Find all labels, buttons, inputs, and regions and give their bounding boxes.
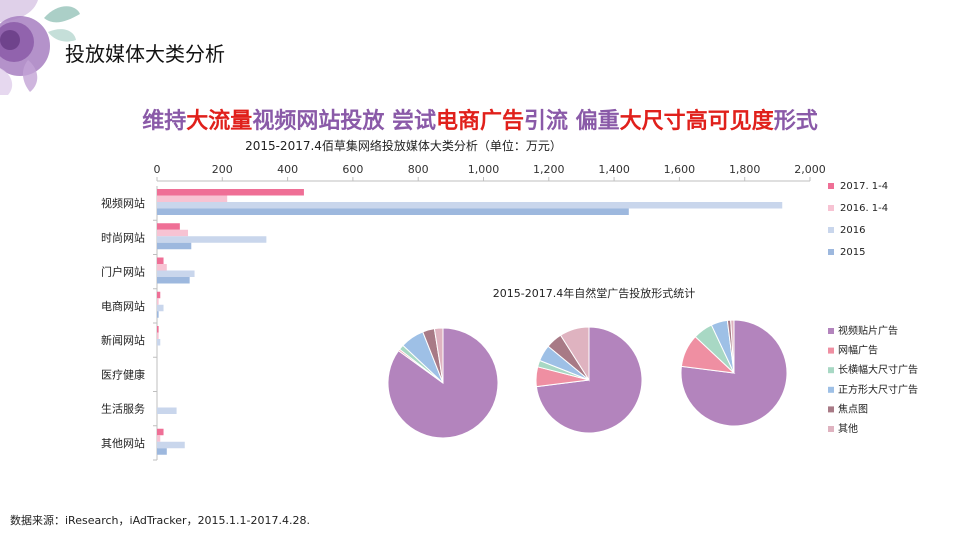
bar <box>157 195 228 202</box>
bar <box>157 298 159 305</box>
headline-segment: 高可见度 <box>685 109 774 134</box>
x-tick-label: 1,600 <box>664 163 696 176</box>
headline-segment: 维持 <box>142 109 187 134</box>
x-tick-label: 1,000 <box>468 163 500 176</box>
bar <box>157 435 161 442</box>
legend-label: 2016 <box>840 225 865 236</box>
pie-legend-label: 其他 <box>838 422 858 435</box>
bar <box>157 441 185 449</box>
y-category-label: 电商网站 <box>101 299 145 313</box>
legend-swatch <box>828 227 834 233</box>
pie-legend-swatch <box>828 347 834 354</box>
pie-legend-swatch <box>828 406 834 413</box>
pie-legend-label: 网幅广告 <box>838 344 878 357</box>
bar <box>157 223 180 230</box>
bar <box>157 189 304 196</box>
floral-decoration <box>0 0 80 95</box>
source-note: 数据来源：iResearch，iAdTracker，2015.1.1-2017.… <box>10 514 310 527</box>
legend-swatch <box>828 249 834 255</box>
headline-segment: 视频网站投放 尝试 <box>252 109 436 134</box>
bar <box>157 339 161 346</box>
pie-legend-label: 正方形大尺寸广告 <box>838 383 918 396</box>
legend-label: 2017. 1-4 <box>840 181 888 192</box>
legend-swatch <box>828 183 834 189</box>
bar <box>157 208 629 215</box>
pie-legend-label: 视频贴片广告 <box>838 324 898 337</box>
pie-3 <box>680 319 788 427</box>
bar <box>157 326 159 333</box>
bar <box>157 407 177 414</box>
legend-swatch <box>828 205 834 211</box>
x-tick-label: 600 <box>342 163 363 176</box>
pie-legend-swatch <box>828 328 834 334</box>
y-category-label: 新闻网站 <box>101 333 145 347</box>
bar <box>157 242 192 250</box>
legend-label: 2016. 1-4 <box>840 203 888 214</box>
bar <box>157 332 159 339</box>
y-category-label: 视频网站 <box>101 196 145 210</box>
bar-chart-title: 2015-2017.4佰草集网络投放媒体大类分析（单位：万元） <box>245 138 562 153</box>
bar <box>157 291 161 299</box>
x-tick-label: 1,400 <box>598 163 630 176</box>
pie-legend-label: 焦点图 <box>838 402 868 415</box>
pie-slice <box>730 319 735 374</box>
page-title: 投放媒体大类分析 <box>65 42 225 66</box>
bar <box>157 202 783 209</box>
pie-slice <box>559 326 590 382</box>
pie-legend-swatch <box>828 367 834 374</box>
y-category-label: 生活服务 <box>101 402 145 416</box>
bar <box>157 428 164 436</box>
bar <box>157 277 190 284</box>
legend-label: 2015 <box>840 247 865 258</box>
x-tick-label: 200 <box>212 163 233 176</box>
headline-segment: 电商广告 <box>435 109 524 134</box>
bar <box>157 264 167 271</box>
x-tick-label: 1,200 <box>533 163 565 176</box>
pie-1 <box>387 327 499 439</box>
pie-legend-swatch <box>828 386 834 393</box>
pie-slice <box>433 327 444 384</box>
pie-chart-title: 2015-2017.4年自然堂广告投放形式统计 <box>493 286 695 300</box>
y-category-label: 其他网站 <box>101 436 145 450</box>
headline-segment: 形式 <box>773 109 818 134</box>
bar <box>157 304 164 312</box>
y-category-label: 时尚网站 <box>101 230 145 244</box>
headline-segment: 大流量 <box>186 109 253 134</box>
pie-legend-label: 长横幅大尺寸广告 <box>838 363 918 376</box>
bar <box>157 270 195 277</box>
y-category-label: 门户网站 <box>101 265 145 279</box>
bar <box>157 236 267 243</box>
bar <box>157 311 159 318</box>
headline: 维持大流量视频网站投放 尝试电商广告引流 偏重大尺寸高可见度形式 <box>0 103 960 135</box>
pie-legend-swatch <box>828 426 834 432</box>
x-tick-label: 1,800 <box>729 163 761 176</box>
headline-segment: 引流 偏重 <box>524 109 620 134</box>
pie-2 <box>535 326 643 434</box>
bar <box>157 229 189 237</box>
bar <box>157 257 164 264</box>
y-category-label: 医疗健康 <box>101 367 145 381</box>
x-tick-label: 2,000 <box>794 163 826 176</box>
x-tick-label: 0 <box>154 163 161 176</box>
bar <box>157 448 167 455</box>
headline-segment: 大尺寸 <box>619 109 686 134</box>
x-tick-label: 400 <box>277 163 298 176</box>
x-tick-label: 800 <box>408 163 429 176</box>
